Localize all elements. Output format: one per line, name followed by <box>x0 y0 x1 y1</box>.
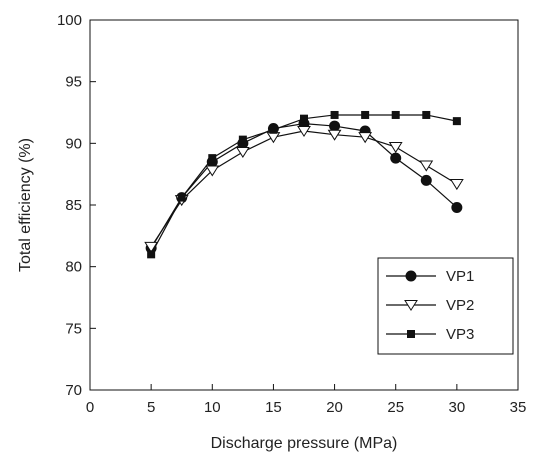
series-layer <box>144 110 464 259</box>
legend-marker <box>407 330 415 338</box>
data-point <box>329 120 341 132</box>
x-tick-label: 10 <box>204 399 221 416</box>
data-point <box>208 154 217 163</box>
x-tick-label: 20 <box>326 399 343 416</box>
y-tick-label: 90 <box>65 135 82 152</box>
data-point <box>422 110 431 119</box>
series-vp2 <box>144 126 464 253</box>
data-point <box>449 179 464 191</box>
series-vp1 <box>145 118 463 254</box>
data-point <box>327 129 342 141</box>
data-point <box>330 110 339 119</box>
data-point <box>238 135 247 144</box>
data-point <box>297 126 311 138</box>
data-point <box>390 152 402 164</box>
x-axis-label: Discharge pressure (MPa) <box>211 435 398 452</box>
x-tick-label: 30 <box>449 399 466 416</box>
y-axis-label: Total efficiency (%) <box>17 138 34 272</box>
legend-label: VP1 <box>446 268 474 285</box>
y-tick-label: 100 <box>57 12 82 29</box>
x-axis-ticks: 0 5 10 15 20 25 30 35 <box>86 384 527 416</box>
x-tick-label: 25 <box>387 399 404 416</box>
legend-label: VP3 <box>446 326 474 343</box>
y-tick-label: 85 <box>65 197 82 214</box>
data-point <box>144 241 159 253</box>
legend-marker <box>405 270 417 282</box>
legend-label: VP2 <box>446 297 474 314</box>
data-point <box>205 165 220 177</box>
y-tick-label: 80 <box>65 259 82 276</box>
data-point <box>452 117 461 126</box>
data-point <box>177 193 186 202</box>
data-point <box>388 142 403 154</box>
data-point <box>266 132 281 144</box>
y-tick-label: 70 <box>65 382 82 399</box>
data-point <box>147 250 156 259</box>
data-point <box>391 110 400 119</box>
legend: VP1 VP2 VP3 <box>377 257 514 355</box>
data-point <box>269 125 278 134</box>
data-point <box>300 114 308 123</box>
x-tick-label: 15 <box>265 399 282 416</box>
data-point <box>235 146 250 159</box>
data-point <box>419 160 434 172</box>
legend-marker <box>404 300 418 312</box>
data-point <box>420 174 432 186</box>
legend-box <box>377 257 514 355</box>
y-axis-ticks: 70 75 80 85 90 95 100 <box>57 12 96 399</box>
series-vp3 <box>147 110 461 259</box>
data-point <box>358 132 373 144</box>
y-tick-label: 75 <box>65 320 82 337</box>
data-point <box>361 110 370 119</box>
x-tick-label: 35 <box>510 399 527 416</box>
data-point <box>451 201 463 213</box>
y-tick-label: 95 <box>65 74 82 91</box>
series-line <box>150 130 458 248</box>
x-tick-label: 0 <box>86 399 94 416</box>
x-tick-label: 5 <box>147 399 155 416</box>
